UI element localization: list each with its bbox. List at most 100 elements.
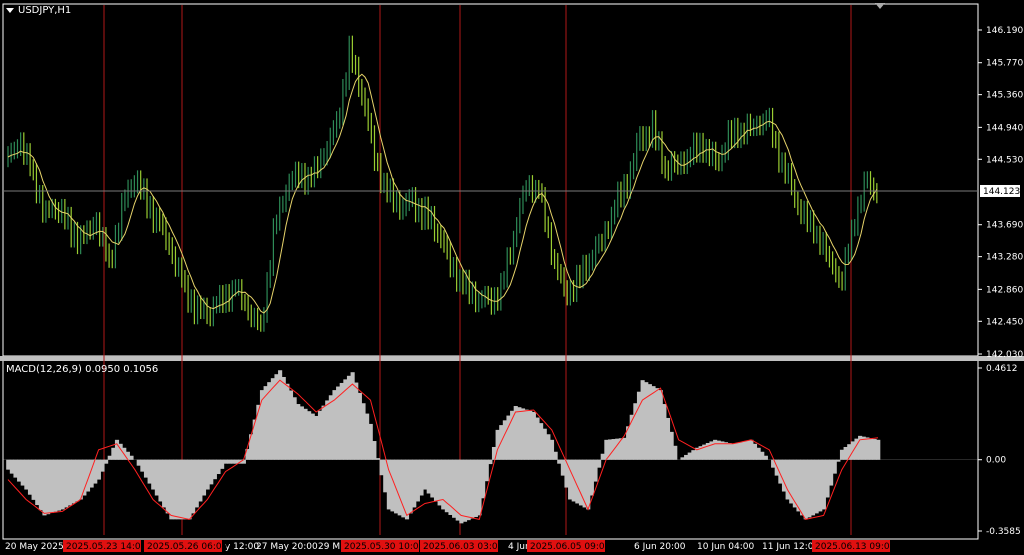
macd-hist-bar (332, 390, 337, 460)
event-label-box (527, 540, 605, 552)
macd-hist-bar (321, 405, 326, 460)
price-tick-label: 142.030 (986, 350, 1023, 360)
macd-hist-bar (328, 395, 333, 460)
macd-hist-bar (520, 408, 526, 460)
macd-hist-bar (354, 382, 359, 460)
macd-hist-bar (571, 459, 576, 502)
macd-hist-bar (542, 428, 547, 460)
macd-hist-bar (437, 459, 442, 506)
macd-hist-bar (6, 459, 11, 470)
macd-hist-bar (462, 459, 468, 522)
macd-hist-bar (839, 449, 845, 460)
macd-hist-bar (151, 459, 156, 490)
macd-hist-bar (702, 444, 707, 460)
macd-hist-bar (263, 386, 268, 460)
macd-hist-bar (734, 443, 739, 460)
macd-hist-bar (557, 459, 562, 464)
macd-hist-bar (673, 445, 678, 460)
macd-hist-bar (662, 404, 667, 460)
macd-hist-bar (368, 423, 373, 460)
macd-hist-bar (35, 459, 40, 506)
price-tick-label: 143.690 (986, 221, 1023, 231)
symbol-label[interactable]: USDJPY,H1 (6, 5, 71, 16)
event-label-box (341, 540, 419, 552)
macd-hist-bar (604, 439, 609, 460)
macd-hist-bar (13, 459, 18, 478)
macd-hist-bar (194, 459, 199, 508)
macd-hist-bar (180, 459, 185, 520)
macd-histogram (6, 370, 881, 524)
macd-hist-bar (629, 414, 634, 460)
event-label-text: 2025.06.05 09:00 (530, 542, 611, 552)
dropdown-triangle-icon[interactable] (6, 8, 14, 13)
macd-hist-bar (600, 453, 605, 460)
event-label-box (63, 540, 141, 552)
macd-hist-bar (807, 459, 812, 518)
macd-hist-bar (390, 459, 395, 512)
time-axis-label: 27 May 20:00 (256, 542, 318, 552)
time-axis-label: 11 Jun 12:00 (762, 542, 819, 552)
macd-hist-bar (216, 459, 221, 475)
event-label-text: 2025.05.26 06:00 (147, 542, 228, 552)
macd-hist-bar (267, 382, 272, 460)
macd-hist-bar (528, 410, 533, 460)
macd-hist-bar (560, 459, 565, 476)
macd-hist-bar (636, 391, 642, 460)
macd-hist-bar (818, 459, 823, 512)
macd-hist-bar (20, 459, 25, 486)
macd-hist-bar (658, 390, 663, 460)
macd-hist-bar (56, 459, 62, 511)
macd-hist-bar (187, 459, 192, 520)
macd-hist-bar (274, 374, 279, 460)
macd-hist-bar (524, 409, 529, 460)
symbol-text: USDJPY,H1 (18, 5, 72, 16)
macd-hist-bar (426, 459, 431, 494)
macd-hist-bar (865, 437, 870, 460)
macd-hist-bar (379, 459, 384, 476)
macd-hist-bar (810, 459, 816, 516)
macd-hist-bar (234, 459, 239, 464)
macd-hist-bar (412, 459, 417, 508)
macd-hist-bar (858, 435, 863, 460)
macd-hist-bar (589, 459, 594, 496)
macd-hist-bar (278, 370, 283, 460)
macd-hist-bar (854, 438, 859, 460)
macd-hist-bar (644, 382, 649, 460)
macd-hist-bar (67, 459, 72, 506)
macd-hist-bar (24, 459, 29, 490)
macd-hist-bar (466, 459, 471, 521)
time-axis-label: 29 M (318, 542, 340, 552)
chart-shift-marker-icon[interactable] (875, 3, 885, 9)
macd-hist-bar (847, 444, 852, 460)
macd-tick-label: 0.4612 (986, 364, 1018, 374)
macd-hist-bar (481, 459, 486, 499)
price-tick-label: 143.280 (986, 253, 1023, 263)
macd-hist-bar (143, 459, 149, 478)
macd-hist-bar (183, 459, 188, 520)
macd-hist-bar (317, 410, 323, 460)
macd-hist-bar (687, 452, 692, 460)
price-tick-label: 144.530 (986, 155, 1023, 165)
macd-hist-bar (774, 459, 779, 476)
macd-hist-bar (452, 459, 457, 518)
macd-hist-bar (473, 459, 478, 517)
macd-hist-bar (346, 375, 352, 460)
macd-hist-bar (191, 459, 196, 514)
macd-hist-bar (502, 420, 507, 460)
macd-hist-bar (259, 390, 265, 460)
macd-hist-bar (752, 443, 758, 460)
macd-hist-bar (506, 415, 511, 460)
macd-hist-bar (64, 459, 69, 508)
price-bars (7, 35, 878, 332)
macd-hist-bar (17, 459, 22, 482)
event-label-text: 2025.05.23 14:00 (66, 542, 147, 552)
macd-hist-bar (615, 438, 620, 460)
current-price-box (980, 184, 1020, 197)
time-axis-label: 6 Jun 20:00 (634, 542, 686, 552)
macd-hist-bar (325, 400, 330, 460)
price-tick-label: 142.450 (986, 317, 1023, 327)
macd-hist-bar (430, 459, 435, 498)
macd-hist-bar (165, 459, 170, 514)
event-label-box (144, 540, 222, 552)
